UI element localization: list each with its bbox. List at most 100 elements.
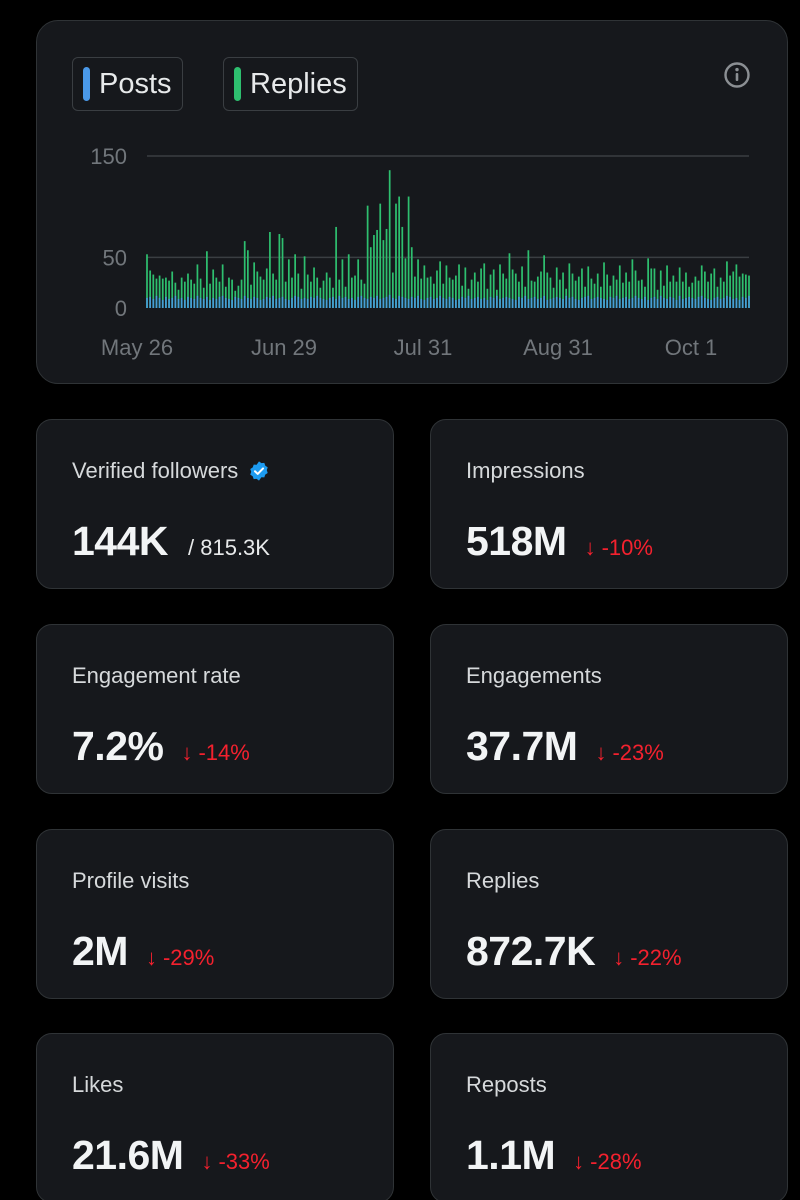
replies-bar — [606, 274, 609, 308]
replies-bar — [681, 281, 684, 308]
replies-bar — [647, 258, 649, 308]
stat-change-value: -14% — [198, 740, 250, 765]
stat-card-engagements[interactable]: Engagements 37.7M ↓ -23% — [430, 624, 788, 794]
posts-bar — [445, 298, 448, 308]
stat-change: ↓ -23% — [595, 740, 663, 766]
info-circle-icon[interactable] — [723, 61, 751, 89]
posts-bar — [577, 299, 580, 308]
replies-bar — [319, 287, 322, 308]
posts-bar — [634, 295, 637, 308]
replies-bar — [423, 265, 426, 308]
posts-bar — [540, 297, 542, 308]
posts-bar — [735, 297, 738, 308]
replies-bar — [618, 265, 621, 308]
replies-bar — [458, 264, 460, 308]
replies-bar — [445, 265, 448, 308]
posts-bar — [543, 295, 545, 308]
replies-bar — [741, 273, 744, 308]
posts-bar — [423, 299, 426, 308]
replies-bar — [369, 247, 372, 308]
posts-bar — [600, 297, 602, 308]
replies-bar — [622, 282, 624, 308]
posts-bar — [584, 296, 586, 308]
stat-value-row: 872.7K ↓ -22% — [466, 928, 682, 975]
posts-bar — [688, 296, 690, 308]
replies-bar — [590, 278, 593, 308]
posts-bar — [552, 297, 555, 308]
replies-bar — [363, 283, 366, 308]
replies-bar — [568, 263, 571, 308]
posts-bar — [388, 294, 391, 308]
replies-bar — [666, 265, 668, 308]
stat-card-impressions[interactable]: Impressions 518M ↓ -10% — [430, 419, 788, 589]
replies-bar — [395, 203, 397, 308]
posts-bar — [458, 298, 460, 308]
replies-bar — [600, 286, 602, 308]
posts-bar — [379, 298, 382, 308]
posts-bar — [726, 295, 728, 308]
posts-bar — [562, 298, 564, 308]
stat-card-profile-visits[interactable]: Profile visits 2M ↓ -29% — [36, 829, 394, 999]
posts-bar — [146, 297, 148, 308]
replies-bar — [240, 279, 243, 308]
legend-posts-toggle[interactable]: Posts — [72, 57, 183, 111]
posts-bar — [473, 297, 476, 308]
replies-bar — [224, 286, 227, 308]
replies-bar — [530, 280, 533, 308]
replies-bar — [294, 254, 296, 308]
stat-card-verified-followers[interactable]: Verified followers 144K / 815.3K — [36, 419, 394, 589]
posts-bar — [196, 295, 199, 308]
posts-bar — [691, 297, 694, 308]
replies-swatch — [234, 67, 241, 101]
y-tick-label: 150 — [90, 144, 127, 169]
posts-bar — [297, 296, 300, 308]
replies-bar — [675, 281, 678, 308]
posts-bar — [486, 299, 489, 308]
replies-bar — [287, 259, 290, 308]
down-arrow-icon: ↓ — [595, 740, 607, 765]
replies-bar — [341, 259, 344, 308]
posts-bar — [467, 295, 470, 308]
stat-value-row: 144K / 815.3K — [72, 518, 270, 565]
replies-bar — [518, 281, 520, 308]
stat-label-text: Likes — [72, 1072, 124, 1097]
posts-bar — [432, 298, 435, 308]
posts-swatch — [83, 67, 90, 101]
replies-bar — [634, 270, 637, 308]
posts-bar — [401, 296, 404, 308]
stat-card-replies[interactable]: Replies 872.7K ↓ -22% — [430, 829, 788, 999]
replies-bar — [603, 262, 605, 308]
posts-bar — [615, 295, 618, 308]
posts-bar — [505, 296, 508, 308]
stat-total: / 815.3K — [188, 535, 270, 560]
replies-bar — [385, 228, 388, 308]
posts-bar — [571, 296, 574, 308]
replies-bar — [410, 247, 413, 308]
posts-bar — [215, 298, 218, 308]
posts-bar — [161, 299, 164, 308]
stat-change: ↓ -28% — [573, 1149, 641, 1175]
replies-bar — [253, 262, 256, 308]
replies-bar — [388, 170, 391, 308]
replies-bar — [237, 285, 240, 308]
posts-bar — [716, 296, 719, 308]
stat-card-engagement-rate[interactable]: Engagement rate 7.2% ↓ -14% — [36, 624, 394, 794]
stat-label-text: Engagement rate — [72, 663, 241, 688]
replies-bar — [713, 268, 716, 308]
legend-replies-toggle[interactable]: Replies — [223, 57, 358, 111]
posts-bar — [209, 299, 211, 308]
replies-bar — [732, 271, 735, 308]
stat-card-likes[interactable]: Likes 21.6M ↓ -33% — [36, 1033, 394, 1200]
posts-bar — [165, 296, 167, 308]
stat-value: 1.1M — [466, 1132, 556, 1178]
posts-bar — [420, 298, 423, 308]
replies-bar — [357, 259, 360, 308]
replies-bar — [650, 268, 653, 308]
posts-bar — [656, 298, 659, 308]
posts-bar — [171, 297, 174, 308]
stat-card-reposts[interactable]: Reposts 1.1M ↓ -28% — [430, 1033, 788, 1200]
stat-label: Reposts — [466, 1072, 547, 1098]
replies-bar — [187, 273, 189, 308]
posts-bar — [246, 297, 249, 308]
replies-bar — [685, 272, 687, 308]
